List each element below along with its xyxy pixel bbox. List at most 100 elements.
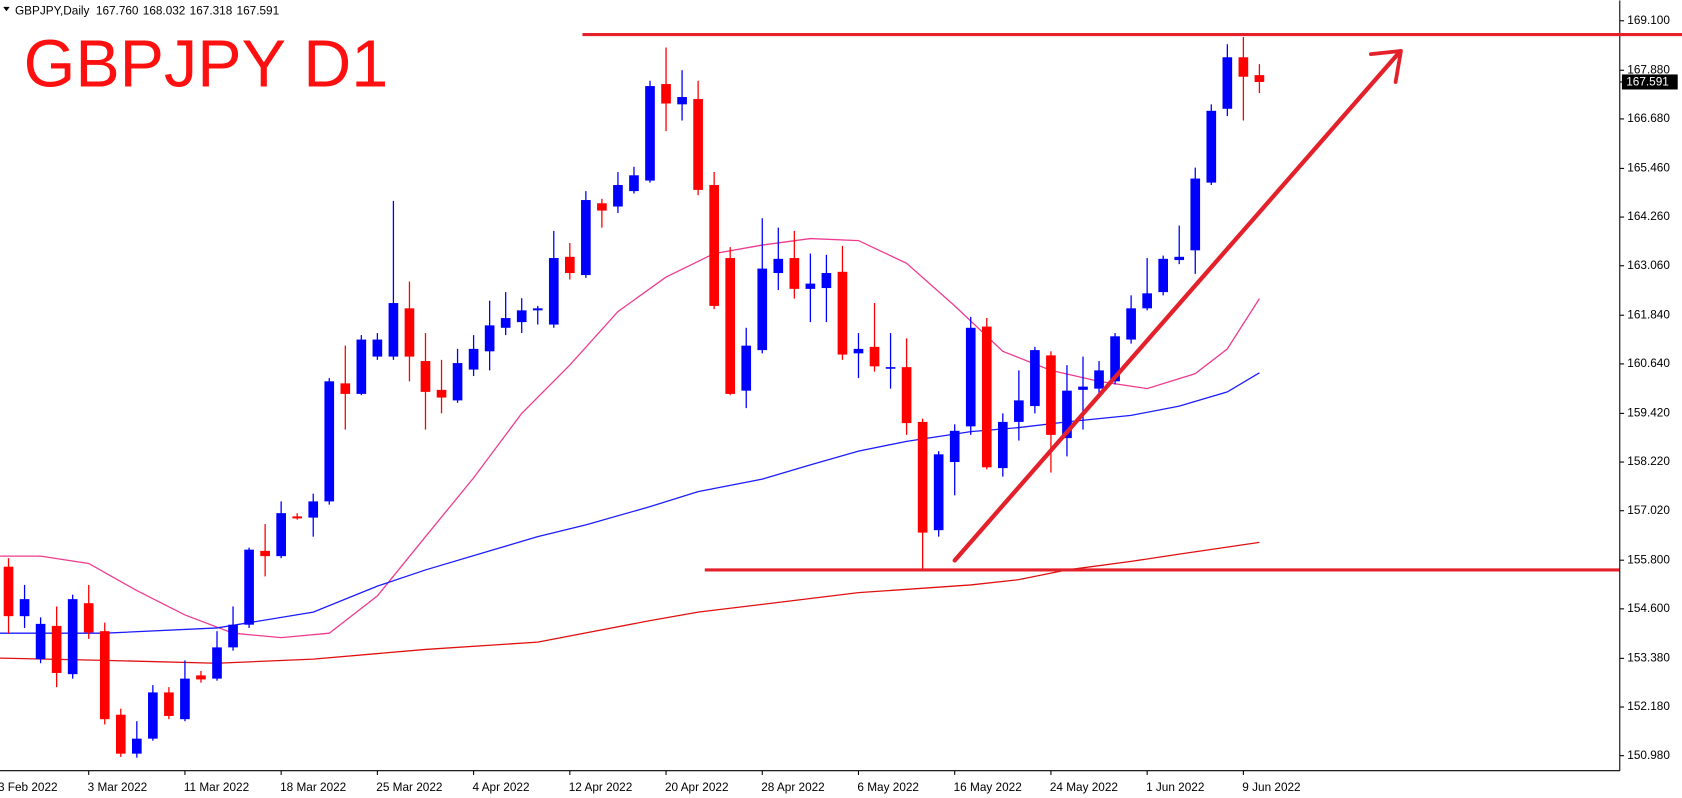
arrow-shaft <box>952 51 1400 563</box>
y-tick-label: 166.680 <box>1627 112 1670 125</box>
candle-body <box>404 308 415 357</box>
candle-body <box>933 454 944 531</box>
candle-body <box>115 714 126 754</box>
candle-body <box>51 625 62 673</box>
close-value: 167.591 <box>237 4 280 17</box>
candle-body <box>757 268 768 351</box>
y-tick-label: 154.600 <box>1627 602 1670 615</box>
candle-body <box>821 273 832 289</box>
candle-body <box>725 258 736 394</box>
y-tick-label: 158.220 <box>1627 455 1670 468</box>
candle-body <box>741 345 752 391</box>
candle-body <box>1126 308 1136 340</box>
candle-body <box>1078 386 1088 390</box>
candle-body <box>148 692 158 739</box>
candle-body <box>212 647 222 679</box>
candle-body <box>308 501 319 518</box>
candle-body <box>372 339 383 357</box>
candle-body <box>19 599 30 617</box>
menu-triangle[interactable] <box>3 6 10 12</box>
candle-body <box>228 624 238 648</box>
x-tick-label: 1 Jun 2022 <box>1146 781 1204 794</box>
header: GBPJPY,Daily 167.760 168.032 167.318 167.591 <box>15 4 279 17</box>
y-tick-label: 169.100 <box>1627 14 1670 27</box>
candle-body <box>564 256 575 274</box>
axes: 169.100 167.880 166.680 165.460 164.260 163.0… <box>0 14 1678 794</box>
candle-body <box>276 513 286 557</box>
candle-body <box>1014 400 1024 422</box>
candle-body <box>131 738 142 754</box>
candle-body <box>789 258 800 289</box>
open-value: 167.760 <box>96 4 139 17</box>
candle-body <box>3 566 14 617</box>
candle-body <box>853 348 864 354</box>
candle-body <box>516 310 527 323</box>
candle-body <box>35 623 46 660</box>
candle-body <box>67 599 78 675</box>
candle-body <box>629 175 639 192</box>
y-tick-label: 157.020 <box>1627 504 1670 517</box>
y-tick-label: 153.380 <box>1627 651 1670 664</box>
candle-body <box>484 325 495 352</box>
x-tick-label: 3 Mar 2022 <box>88 781 148 794</box>
y-tick-label: 155.800 <box>1627 553 1670 566</box>
candle-body <box>388 303 399 357</box>
x-tick-label: 9 Jun 2022 <box>1242 781 1300 794</box>
candle-body <box>645 86 655 181</box>
plot-area <box>0 36 1620 758</box>
candle-body <box>1158 258 1169 293</box>
candle-body <box>196 675 206 680</box>
x-tick-label: 12 Apr 2022 <box>569 781 633 794</box>
high-value: 168.032 <box>143 4 186 17</box>
candle-body <box>1174 256 1185 261</box>
candle-body <box>500 318 511 328</box>
candle-body <box>869 346 880 367</box>
candle-body <box>837 271 848 355</box>
candle-body <box>1238 57 1249 77</box>
candle-body <box>805 283 816 289</box>
candle-body <box>885 367 896 369</box>
arrow-head <box>1369 49 1403 84</box>
y-tick-label: 161.840 <box>1627 308 1670 321</box>
candle-body <box>340 383 351 394</box>
x-tick-label: 18 Mar 2022 <box>280 781 346 794</box>
symbol: GBPJPY,Daily <box>15 4 90 17</box>
candle-body <box>693 99 703 190</box>
x-tick-label: 20 Apr 2022 <box>665 781 729 794</box>
candle-body <box>83 603 94 633</box>
x-tick-label: 28 Apr 2022 <box>761 781 825 794</box>
candle-body <box>1190 178 1201 251</box>
candle-body <box>99 631 110 720</box>
candle-body <box>613 185 623 207</box>
candle-body <box>917 421 928 533</box>
y-tick-label: 164.260 <box>1627 210 1670 223</box>
x-tick-label: 11 Mar 2022 <box>184 781 249 794</box>
y-tick-label: 159.420 <box>1627 406 1670 419</box>
candle-body <box>324 381 335 502</box>
x-tick-label: 25 Mar 2022 <box>376 781 442 794</box>
current-price-box <box>1621 74 1678 90</box>
candle-body <box>997 421 1008 469</box>
candle-body <box>548 258 559 325</box>
x-tick-label: 4 Apr 2022 <box>473 781 530 794</box>
moving-average <box>0 237 1260 639</box>
candle-body <box>164 692 174 716</box>
candle-body <box>452 363 463 401</box>
candle-body <box>597 203 607 211</box>
x-tick-label: 23 Feb 2022 <box>0 781 58 794</box>
candle-body <box>1094 370 1104 389</box>
candle-body <box>581 200 591 276</box>
candle-body <box>420 361 431 392</box>
candle-body <box>949 430 960 463</box>
low-value: 167.318 <box>190 4 233 17</box>
candle-body <box>1222 57 1233 109</box>
candle-body <box>260 550 270 557</box>
moving-average <box>0 541 1260 664</box>
x-tick-label: 24 May 2022 <box>1050 781 1118 794</box>
trend-arrow <box>952 49 1403 563</box>
y-tick-label: 163.060 <box>1627 259 1670 272</box>
candle-body <box>1046 355 1056 435</box>
y-tick-label: 160.640 <box>1627 357 1670 370</box>
